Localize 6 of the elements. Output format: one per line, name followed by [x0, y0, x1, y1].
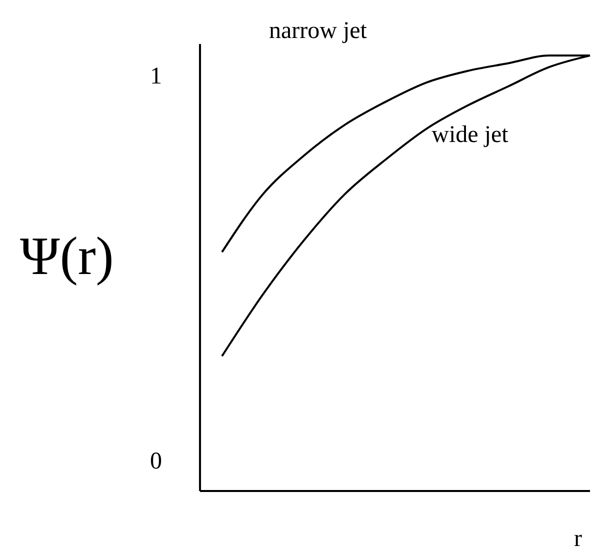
- y-tick-label: 0: [150, 448, 162, 475]
- text: narrow jet: [269, 18, 367, 45]
- y-tick-label: 1: [150, 63, 162, 90]
- y-axis-title: Ψ(r): [20, 225, 114, 287]
- x-axis-title: r: [574, 526, 582, 552]
- series-label: wide jet: [432, 122, 508, 149]
